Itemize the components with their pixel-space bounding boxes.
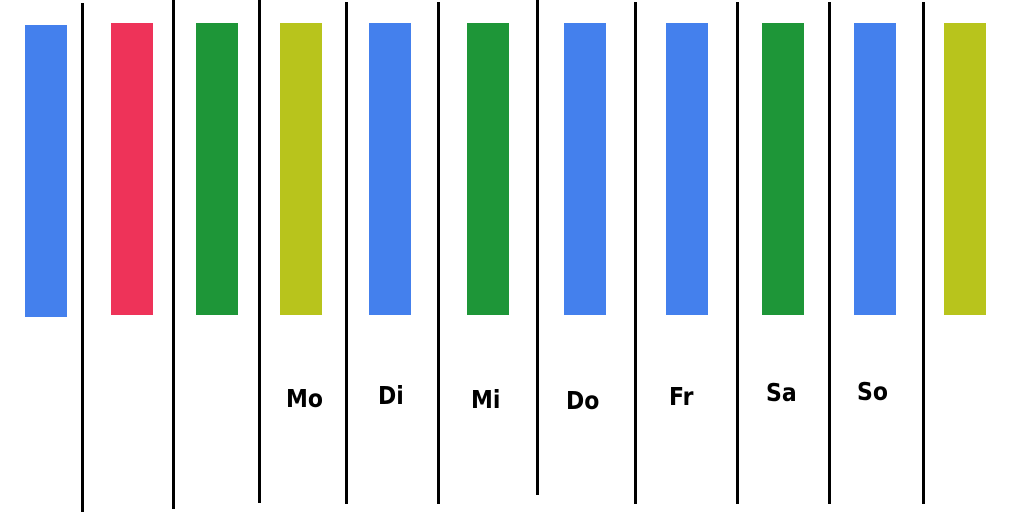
day-label-so: So [857,377,888,406]
column-divider [536,0,539,495]
day-label-mo: Mo [286,384,324,413]
color-bar-di [369,23,411,315]
color-bar [196,23,238,315]
column-divider [437,2,440,504]
color-bar-sa [762,23,804,315]
color-bar-mo [280,23,322,315]
column-divider [922,2,925,504]
color-bar-fr [666,23,708,315]
column-divider [828,2,831,504]
day-label-di: Di [378,381,404,410]
day-label-mi: Mi [471,385,501,414]
column-divider [258,0,261,503]
color-bar-do [564,23,606,315]
color-bar-so [854,23,896,315]
column-divider [81,3,84,512]
color-bar [25,25,67,317]
color-bar-mi [467,23,509,315]
color-bar [111,23,153,315]
column-divider [345,2,348,504]
color-bar [944,23,986,315]
day-label-fr: Fr [669,382,694,411]
day-label-sa: Sa [766,378,797,407]
day-label-do: Do [566,386,600,415]
column-divider [634,2,637,504]
column-divider [736,2,739,504]
column-divider [172,0,175,509]
